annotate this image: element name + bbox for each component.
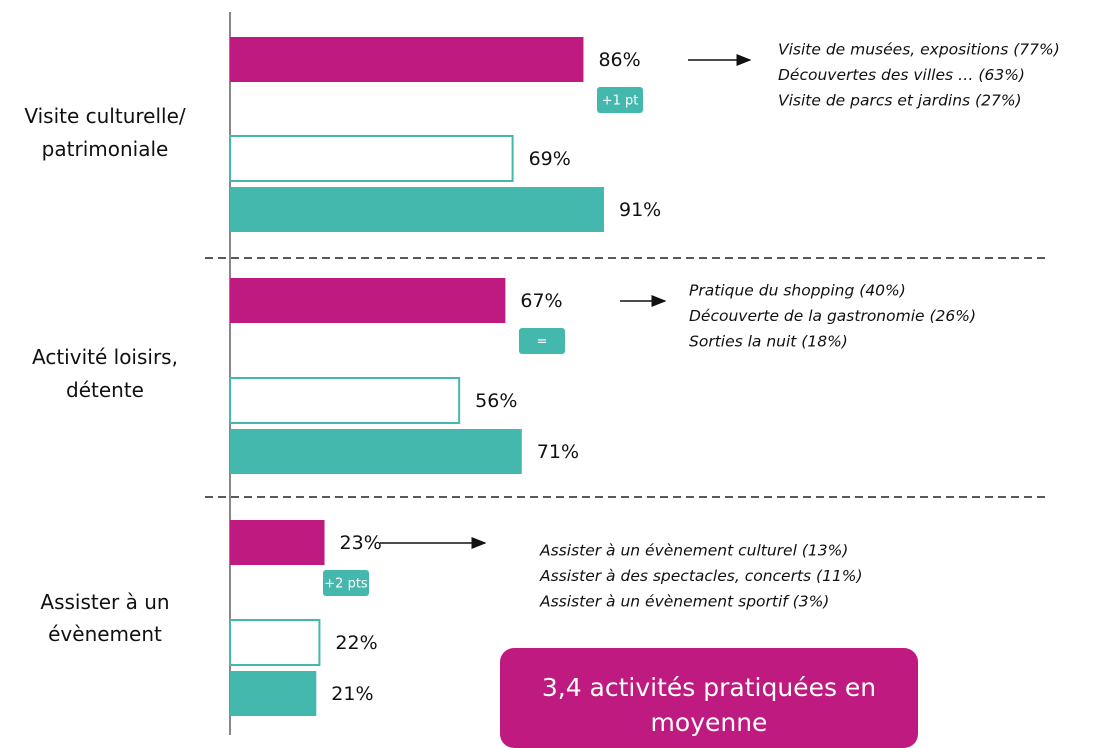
detail-text: Visite de musées, expositions (77%): [778, 41, 1060, 59]
value-label: 86%: [598, 49, 640, 71]
category-label: Assister à un évènement: [40, 590, 169, 646]
summary-box: 3,4 activités pratiquées en moyenne: [500, 648, 918, 748]
detail-text: Assister à des spectacles, concerts (11%…: [539, 567, 863, 585]
value-label: 91%: [619, 199, 661, 221]
bar: [229, 135, 514, 182]
badge: [323, 570, 369, 596]
category-label: Visite culturelle/patrimoniale: [24, 104, 186, 161]
detail-text: Sorties la nuit (18%): [689, 333, 848, 351]
detail-text: Visite de parcs et jardins (27%): [778, 92, 1022, 110]
badge-label: =: [537, 335, 548, 350]
value-label: 69%: [529, 148, 571, 170]
value-label: 71%: [537, 441, 579, 463]
badge: [597, 87, 643, 113]
value-label: 21%: [331, 683, 373, 705]
value-label: 23%: [340, 532, 382, 554]
bar: [230, 278, 506, 323]
detail-text: Découverte de la gastronomie (26%): [689, 307, 976, 325]
badge-label: +1 pt: [602, 94, 639, 109]
detail-text: Assister à un évènement sportif (3%): [539, 593, 829, 611]
badge-label: +2 pts: [324, 577, 368, 592]
detail-text: Assister à un évènement culturel (13%): [539, 542, 848, 560]
bar: [230, 671, 317, 716]
value-label: 22%: [335, 632, 377, 654]
badge: [519, 328, 565, 354]
bar: [230, 520, 325, 565]
detail-text: Pratique du shopping (40%): [689, 282, 906, 300]
value-label: 56%: [475, 390, 517, 412]
bar: [230, 429, 522, 474]
bar: [230, 187, 605, 232]
bar: [229, 619, 321, 666]
category-label: Activité loisirs, détente: [32, 345, 178, 402]
bar: [230, 37, 584, 82]
value-label: 67%: [520, 290, 562, 312]
detail-text: Découvertes des villes … (63%): [778, 66, 1025, 84]
bar: [229, 377, 461, 424]
